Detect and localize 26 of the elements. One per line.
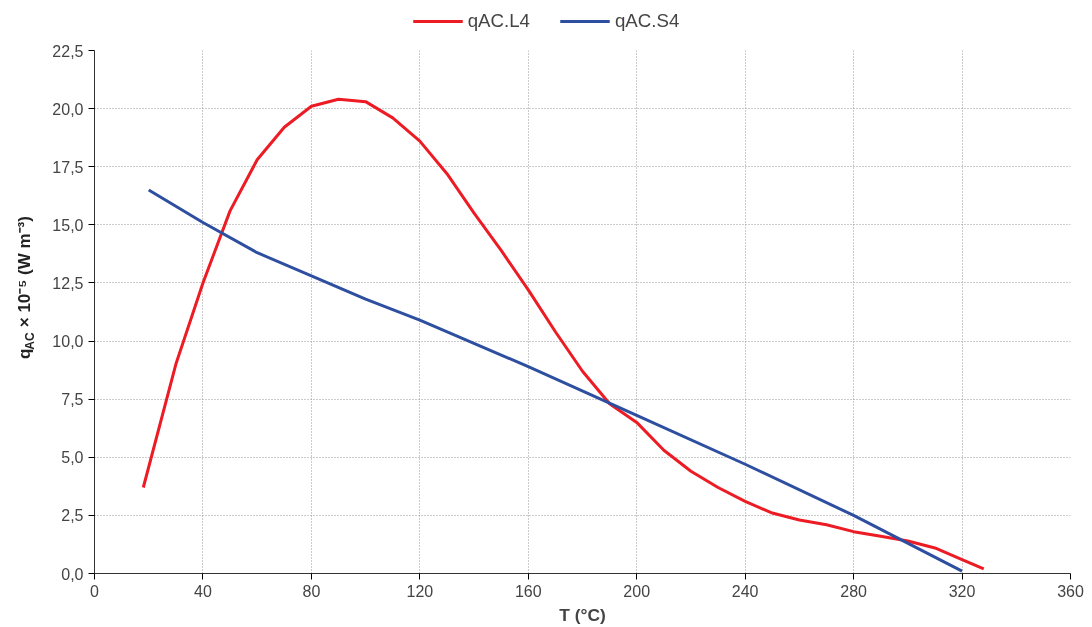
x-tick-label: 160 <box>514 582 542 600</box>
y-tick-label: 12,5 <box>52 274 84 292</box>
y-tick-label: 17,5 <box>52 158 84 176</box>
y-tick-label: 2,5 <box>61 507 84 525</box>
x-tick-label: 120 <box>406 582 434 600</box>
y-tick-label: 0,0 <box>61 565 84 583</box>
line-series <box>141 97 986 571</box>
x-tick-label: 80 <box>302 582 321 600</box>
x-tick-label: 320 <box>948 582 976 600</box>
x-tick-label: 0 <box>90 582 100 600</box>
y-tick-label: 10,0 <box>52 333 84 351</box>
x-tick-label: 40 <box>194 582 212 600</box>
x-tick-label: 240 <box>731 582 759 600</box>
legend-label: qAC.L4 <box>467 10 530 32</box>
y-tick-label: 5,0 <box>61 449 84 467</box>
y-tick-label: 22,5 <box>52 42 84 60</box>
x-tick-label: 200 <box>623 582 651 600</box>
legend-label: qAC.S4 <box>614 10 680 32</box>
y-tick-label: 7,5 <box>61 391 84 409</box>
x-tick-label: 280 <box>840 582 868 600</box>
x-axis-title: T (°C) <box>559 604 606 625</box>
y-tick-label: 20,0 <box>52 100 84 118</box>
y-axis-title: qAC × 10⁻⁵ (W m⁻³) <box>15 216 37 359</box>
line-series <box>147 188 964 573</box>
x-tick-label: 360 <box>1057 582 1084 600</box>
y-tick-label: 15,0 <box>52 216 84 234</box>
